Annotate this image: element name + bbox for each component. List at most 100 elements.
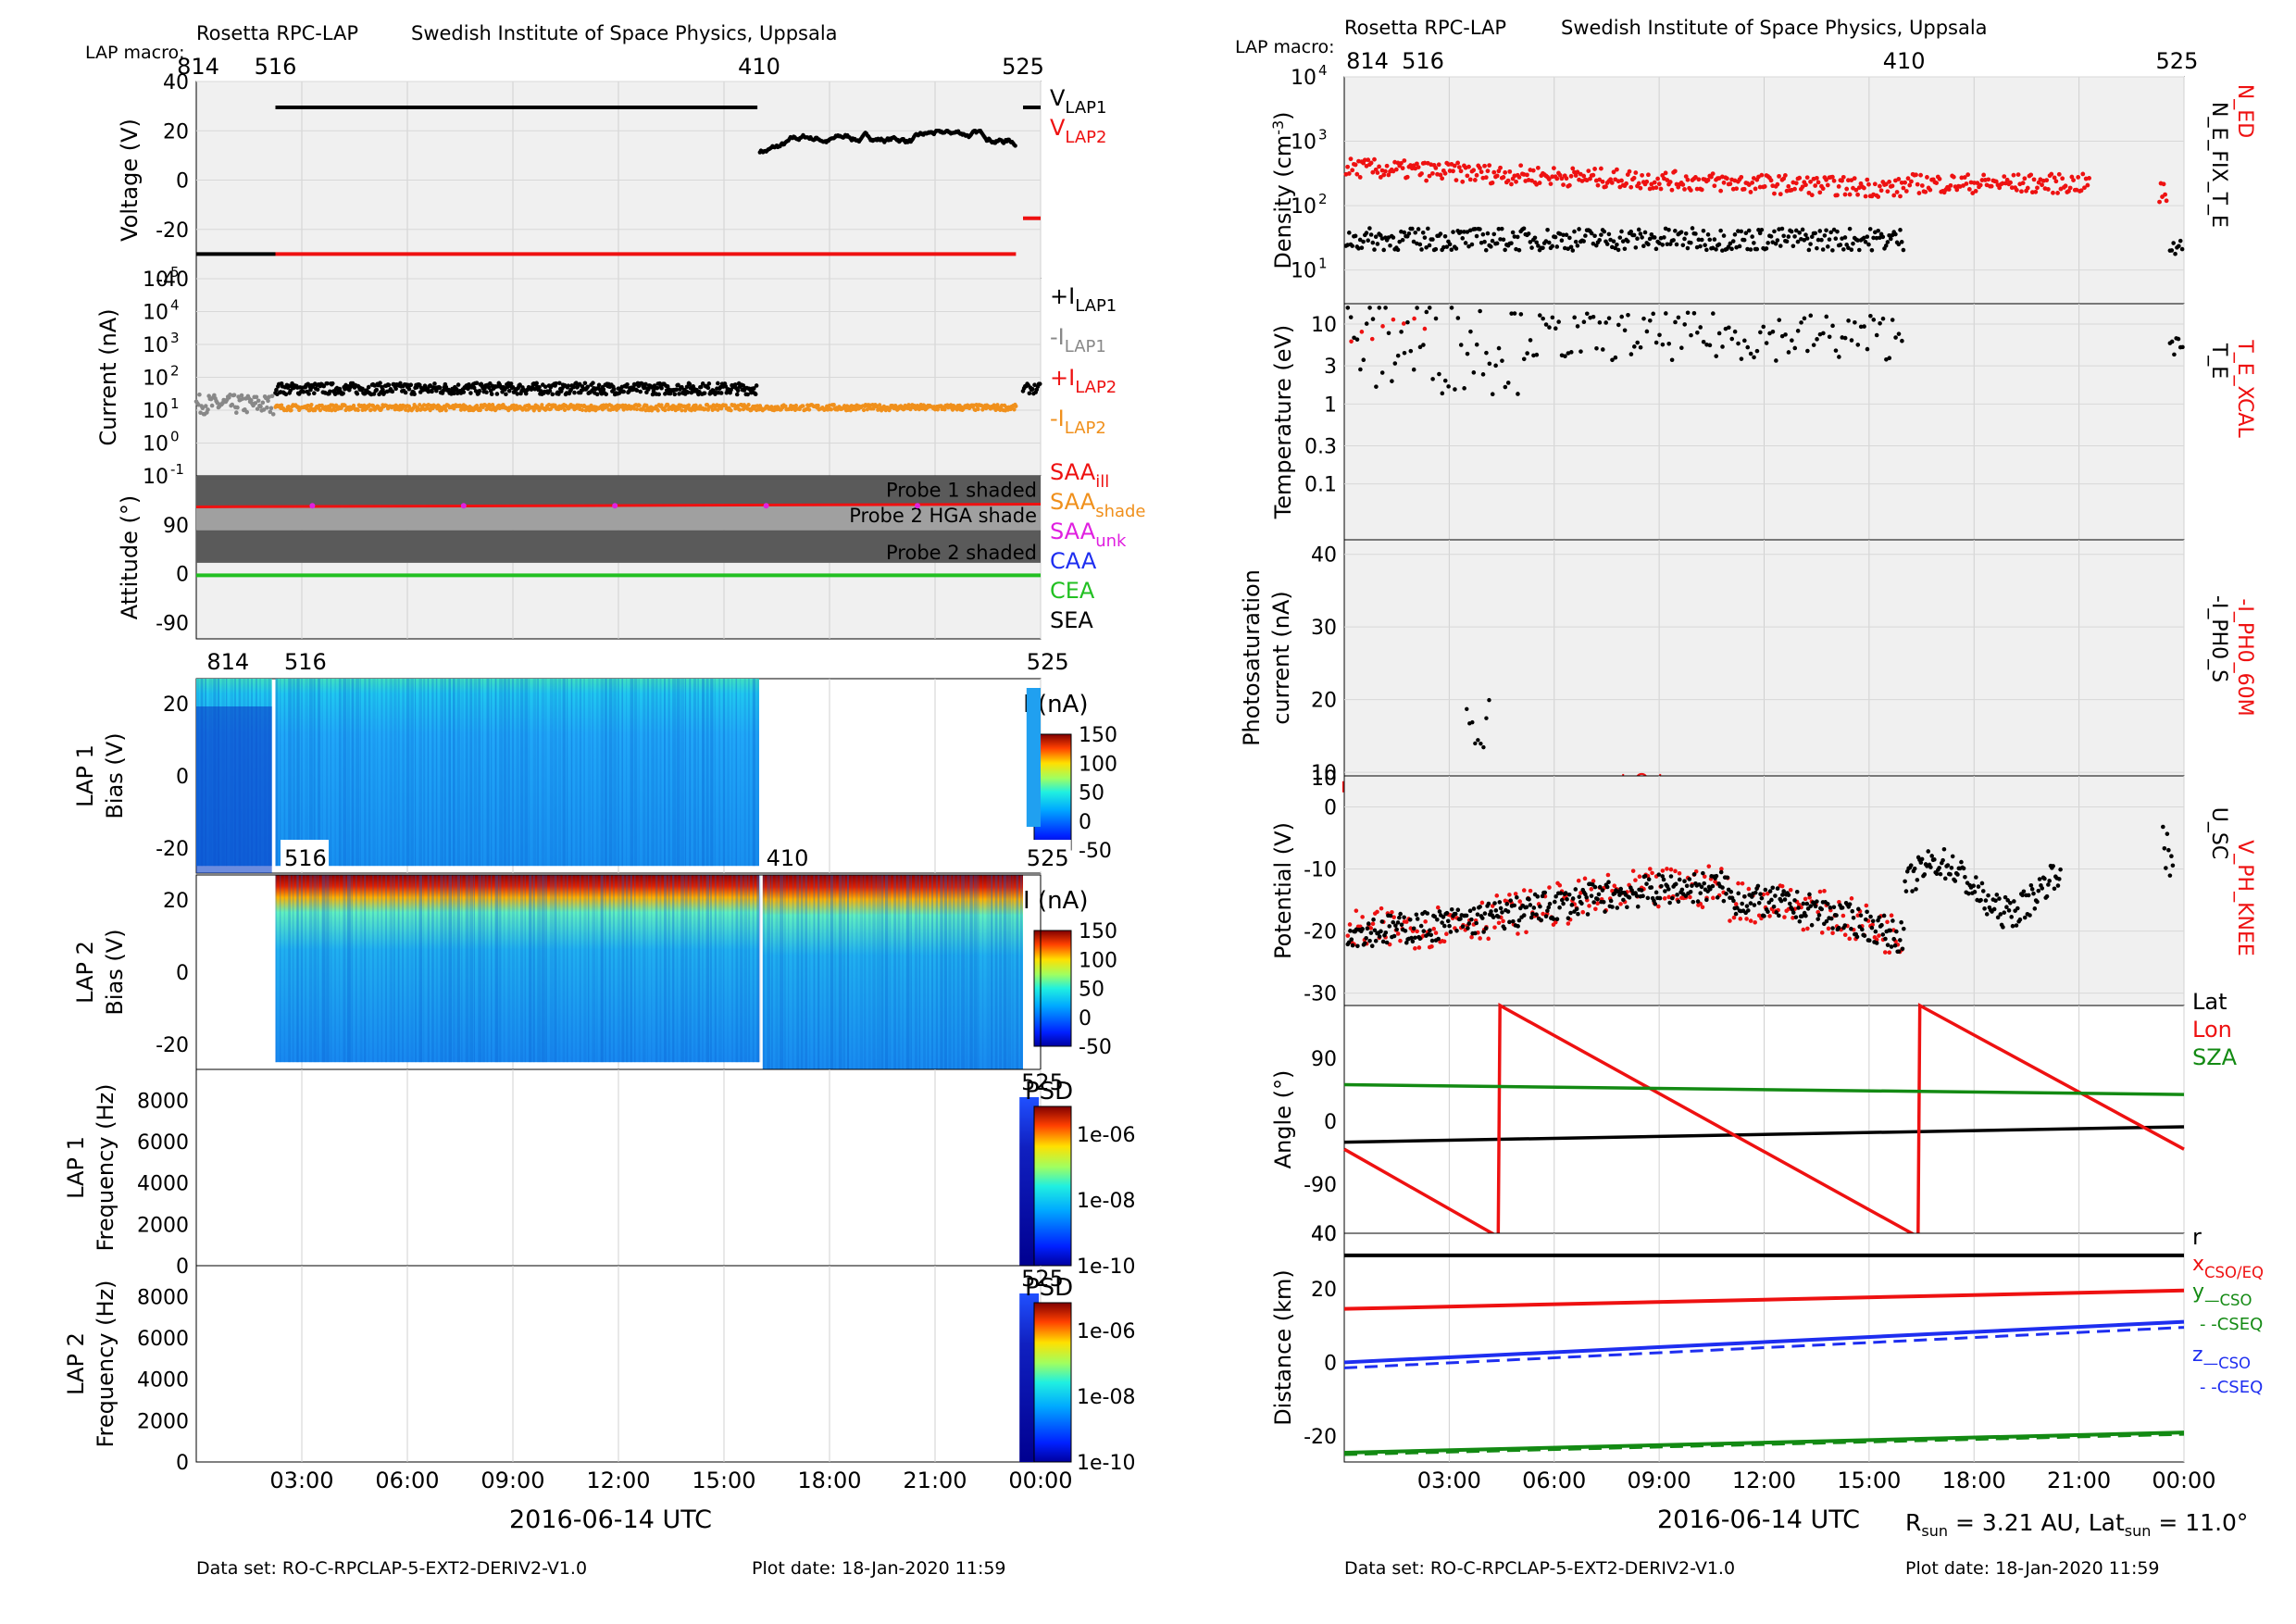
lap2-sweep-stripe [994,875,998,1077]
vph-knee-point [1702,874,1707,880]
te-point [1830,323,1835,329]
ned-point [1883,181,1889,187]
nefix-point [1631,232,1637,238]
lap1-psd-ylabel-2: Frequency (Hz) [93,1084,119,1252]
right-xtick: 15:00 [1837,1468,1901,1493]
nefix-point [1739,229,1744,234]
te-point [1348,315,1354,319]
usc-point [1763,887,1768,893]
lap1-sweep-stripe [600,679,605,867]
usc-point [1918,860,1924,865]
usc-point [1592,884,1598,890]
te-point [2169,339,2175,344]
usc-point [1414,912,1419,918]
te-point [1764,341,1769,345]
ned-point [2011,172,2016,178]
usc-point [1482,911,1488,916]
lap2-sweep-ytick: 20 [163,890,189,913]
ned-point [1619,178,1624,183]
usc-point [2002,910,2007,915]
nefix-point [1825,244,1830,249]
vph-knee-point [1803,896,1808,902]
vph-knee-point [1517,899,1523,904]
ilap2-neg-point [829,407,834,412]
usc-point [1870,918,1876,924]
nefix-point [1546,240,1552,245]
usc-point [1932,857,1937,862]
lap1-sweep-stripe [541,679,545,867]
ned-point [1377,164,1382,169]
ilap2-neg-point [942,407,947,412]
nefix-point [1626,239,1630,244]
vph-knee-point [1660,868,1666,873]
usc-point [1663,889,1667,893]
ilap1-pos-point [591,381,595,385]
lap1-sweep-stripe [689,679,692,867]
te-point [1440,391,1445,396]
usc-point [1486,901,1491,906]
vph-knee-point [1668,867,1674,872]
ilap1-pos-point [1027,391,1032,396]
vph-knee-point [1375,909,1379,915]
right-macro-516: 516 [1402,48,1444,74]
usc-point [1559,897,1565,903]
lap1-psd-ytick: 6000 [137,1131,189,1155]
lap1-sweep-ylabel-1: LAP 1 [72,744,98,807]
nefix-point [1757,231,1763,236]
nefix-point [1851,241,1855,246]
ned-point [1814,175,1819,181]
ilap1-pos-point [452,391,456,396]
nefix-point [1781,233,1786,239]
ilap1-pos-point [330,381,335,386]
vlap1-point [1013,144,1017,148]
ilap1-pos-point [437,385,443,391]
lap2-sweep-colorbar-tick: 50 [1079,979,1104,1002]
lap2-sweep-stripe [524,875,527,1063]
nefix-point [1413,230,1418,235]
voltage-ytick: 20 [163,120,189,144]
nefix-point [1699,237,1704,243]
usc-point [1991,906,1997,912]
nefix-point [1827,237,1832,242]
ned-point [1378,175,1383,180]
ned-point [1878,188,1884,194]
left-xtick: 00:00 [1008,1468,1072,1493]
potential-ytick: 0 [1324,797,1337,820]
lap1-sweep-stripe [478,679,481,867]
ned-point [2045,187,2051,192]
nefix-point [1683,231,1689,236]
vph-knee-point [1566,921,1571,926]
nefix-point [1622,246,1628,252]
usc-point [1371,917,1376,922]
current-ytick: 10 [143,400,168,423]
current-legend-0: +ILAP1 [1050,283,1117,316]
te-point [1777,318,1782,322]
nefix-point [1424,244,1429,250]
usc-point [1978,897,1983,903]
lap2-sweep-stripe [621,875,625,1063]
usc-point [1679,887,1685,893]
lap2-sweep-stripe [608,875,611,1063]
lap1-sweep-stripe [351,679,355,867]
ned-point [1693,175,1698,180]
ned-point [1835,193,1840,198]
left-xtick: 18:00 [797,1468,861,1493]
ned-point [1841,174,1846,180]
nefix-point [1842,235,1848,240]
nefix-point [1732,232,1738,237]
ilap1-pos-point [604,392,608,397]
ned-point [1507,169,1513,174]
ilap1-pos-point [412,392,417,397]
lap1-sweep-data [1026,688,1041,827]
right-xtick: 03:00 [1417,1468,1481,1493]
ilap1-neg-point [234,410,239,416]
texcal-point [1380,324,1385,329]
usc-point [1355,943,1360,949]
usc-point [1508,898,1513,903]
ned-point [1739,174,1744,180]
ned-point [1903,180,1908,185]
ned-point [1972,181,1977,185]
ned-point [1636,181,1641,186]
lap2-sweep-colorbar-tick: 100 [1079,949,1117,972]
lap1-sweep-stripe [491,679,493,867]
